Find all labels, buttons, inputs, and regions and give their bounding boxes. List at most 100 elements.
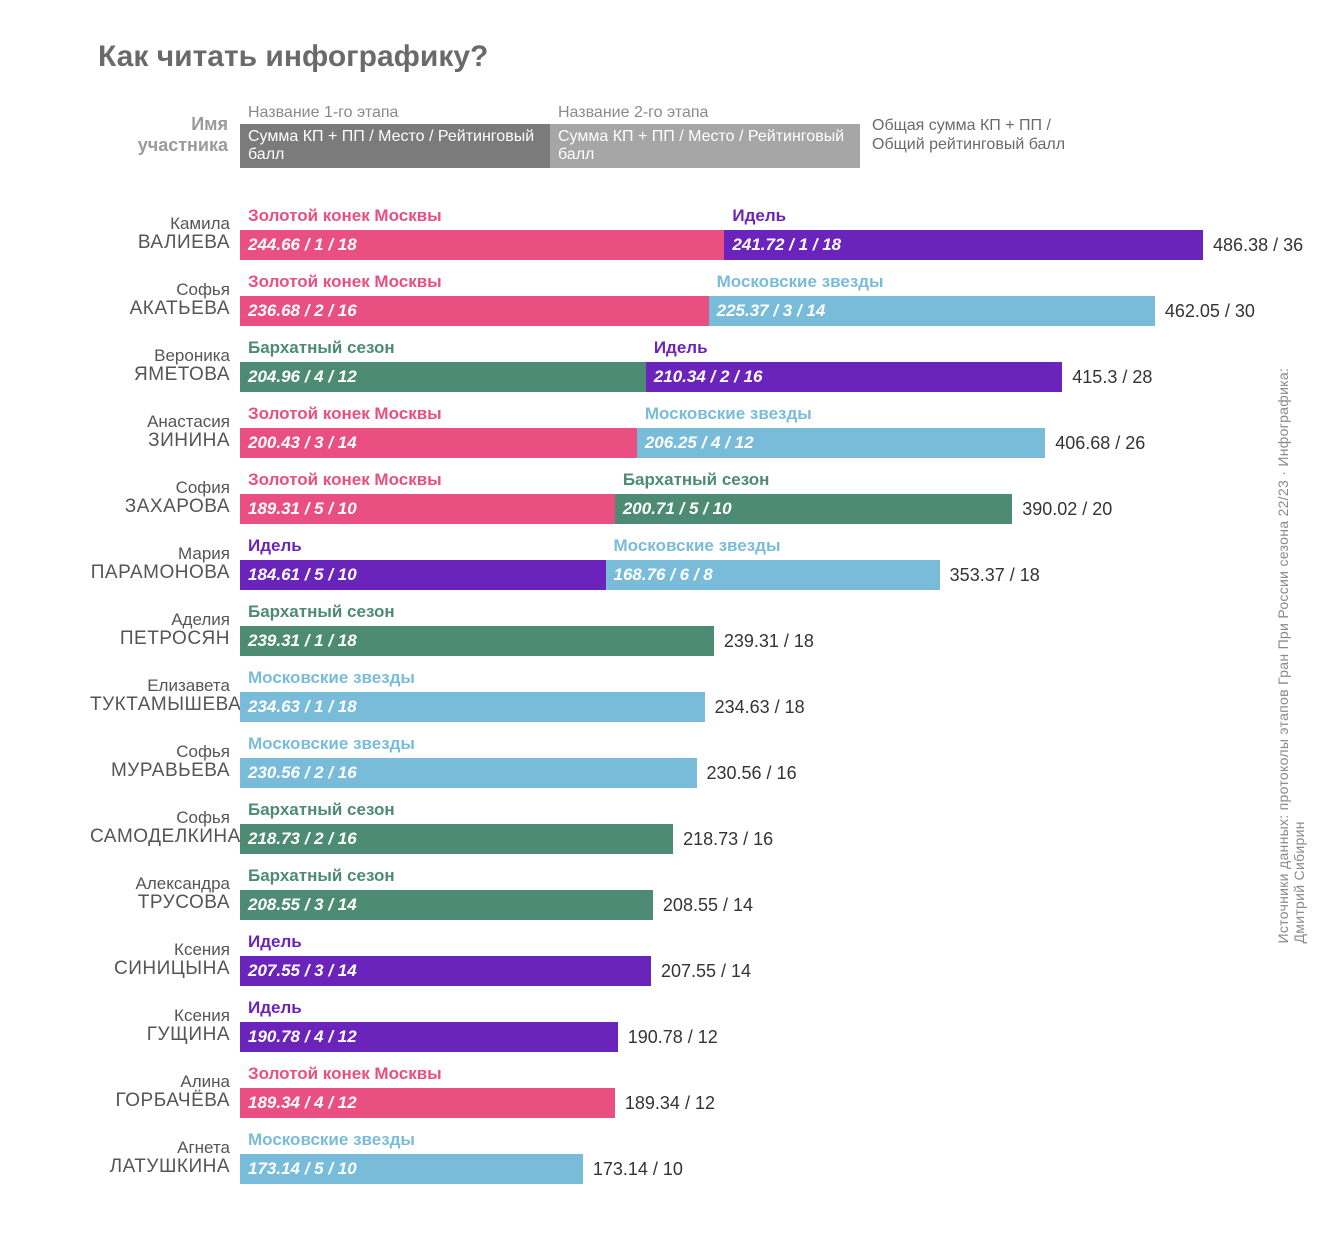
participant-name: КсенияГУЩИНА: [90, 996, 240, 1056]
row-total: 230.56 / 16: [707, 758, 797, 788]
data-row: КсенияГУЩИНА Идель 190.78 / 4 / 12 190.78 /…: [90, 996, 1247, 1056]
bar-segment: Идель184.61 / 5 / 10: [240, 534, 606, 594]
participant-name: СофьяАКАТЬЕВА: [90, 270, 240, 330]
last-name: САМОДЕЛКИНА: [90, 827, 230, 847]
legend-col2-top: Название 2-го этапа: [550, 102, 860, 124]
bar-value: 230.56 / 2 / 16: [240, 758, 697, 788]
bar-track: Золотой конек Москвы189.34 / 4 / 12189.3…: [240, 1062, 1247, 1122]
row-total: 415.3 / 28: [1072, 362, 1152, 392]
bar-track: Золотой конек Москвы244.66 / 1 / 18Идель…: [240, 204, 1247, 264]
bar-segment: Бархатный сезон218.73 / 2 / 16: [240, 798, 673, 858]
legend-name-line2: участника: [90, 135, 228, 156]
bar-segment: Бархатный сезон 208.55 / 3 / 14: [240, 864, 653, 924]
stage-label: Идель: [248, 998, 302, 1018]
bar-value: 204.96 / 4 / 12: [240, 362, 646, 392]
data-row: АнастасияЗИНИНА Золотой конек Москвы 200.4…: [90, 402, 1247, 462]
row-total: 390.02 / 20: [1022, 494, 1112, 524]
first-name: Ксения: [90, 1007, 230, 1025]
bar-value: 200.43 / 3 / 14: [240, 428, 637, 458]
last-name: АКАТЬЕВА: [90, 299, 230, 319]
stage-label: Бархатный сезон: [623, 470, 770, 490]
data-row: КсенияСИНИЦЫНАИдель207.55 / 3 / 14207.55…: [90, 930, 1247, 990]
bar-segment: Идель207.55 / 3 / 14: [240, 930, 651, 990]
first-name: Камила: [90, 215, 230, 233]
stage-label: Бархатный сезон: [248, 602, 395, 622]
data-row: ВероникаЯМЕТОВАБархатный сезон204.96 / 4…: [90, 336, 1247, 396]
bar-track: Московские звезды234.63 / 1 / 18234.63 /…: [240, 666, 1247, 726]
bar-value: 168.76 / 6 / 8: [606, 560, 940, 590]
stage-label: Бархатный сезон: [248, 866, 395, 886]
bar-value: 239.31 / 1 / 18: [240, 626, 714, 656]
last-name: ЯМЕТОВА: [90, 365, 230, 385]
bar-segment: Московские звезды230.56 / 2 / 16: [240, 732, 697, 792]
stage-label: Золотой конек Москвы: [248, 272, 442, 292]
legend-col1-bottom: Сумма КП + ПП / Место / Рейтинговый балл: [240, 124, 550, 168]
participant-name: АлинаГОРБАЧЁВА: [90, 1062, 240, 1122]
bar-value: 189.34 / 4 / 12: [240, 1088, 615, 1118]
stage-label: Идель: [248, 536, 302, 556]
row-total: 406.68 / 26: [1055, 428, 1145, 458]
bar-track: Золотой конек Москвы236.68 / 2 / 16Моско…: [240, 270, 1247, 330]
participant-name: АлександраТРУСОВА: [90, 864, 240, 924]
bar-segment: Московские звезды168.76 / 6 / 8: [606, 534, 940, 594]
participant-name: АделияПЕТРОСЯН: [90, 600, 240, 660]
row-total: 218.73 / 16: [683, 824, 773, 854]
bar-segment: Золотой конек Москвы189.31 / 5 / 10: [240, 468, 615, 528]
bar-track: Золотой конек Москвы200.43 / 3 / 14Моско…: [240, 402, 1247, 462]
bar-value: 207.55 / 3 / 14: [240, 956, 651, 986]
data-row: СофьяМУРАВЬЕВАМосковские звезды230.56 / …: [90, 732, 1247, 792]
bar-track: Бархатный сезон 208.55 / 3 / 14 208.55 / 1…: [240, 864, 1247, 924]
stage-label: Московские звезды: [248, 1130, 415, 1150]
participant-name: ВероникаЯМЕТОВА: [90, 336, 240, 396]
legend-name-label: Имя участника: [90, 102, 240, 168]
row-total: 173.14 / 10: [593, 1154, 683, 1184]
last-name: ПЕТРОСЯН: [90, 629, 230, 649]
bar-track: Бархатный сезон204.96 / 4 / 12Идель210.3…: [240, 336, 1247, 396]
bar-value: 218.73 / 2 / 16: [240, 824, 673, 854]
data-row: АлександраТРУСОВА Бархатный сезон 208.55 /…: [90, 864, 1247, 924]
bar-segment: Золотой конек Москвы 200.43 / 3 / 14: [240, 402, 637, 462]
page-title: Как читать инфографику?: [98, 40, 1247, 74]
row-total: 189.34 / 12: [625, 1088, 715, 1118]
stage-label: Московские звезды: [248, 668, 415, 688]
participant-name: АнастасияЗИНИНА: [90, 402, 240, 462]
data-row: КамилаВАЛИЕВАЗолотой конек Москвы244.66 …: [90, 204, 1247, 264]
legend-col-2: Название 2-го этапа Сумма КП + ПП / Мест…: [550, 102, 860, 168]
bar-segment: Идель241.72 / 1 / 18: [724, 204, 1203, 264]
stage-label: Золотой конек Москвы: [248, 404, 442, 424]
row-total: 486.38 / 36: [1213, 230, 1303, 260]
legend-right: Общая сумма КП + ПП / Общий рейтинговый …: [860, 102, 1065, 168]
row-total: 239.31 / 18: [724, 626, 814, 656]
bar-segment: Московские звезды173.14 / 5 / 10: [240, 1128, 583, 1188]
last-name: ЗИНИНА: [90, 431, 230, 451]
legend-col-1: Название 1-го этапа Сумма КП + ПП / Мест…: [240, 102, 550, 168]
data-row: ЕлизаветаТУКТАМЫШЕВАМосковские звезды234…: [90, 666, 1247, 726]
bar-track: Идель207.55 / 3 / 14207.55 / 14: [240, 930, 1247, 990]
first-name: Софья: [90, 809, 230, 827]
data-row: МарияПАРАМОНОВАИдель184.61 / 5 / 10Моско…: [90, 534, 1247, 594]
participant-name: КсенияСИНИЦЫНА: [90, 930, 240, 990]
participant-name: КамилаВАЛИЕВА: [90, 204, 240, 264]
bar-value: 206.25 / 4 / 12: [637, 428, 1045, 458]
bar-value: 208.55 / 3 / 14: [240, 890, 653, 920]
bar-track: Идель 190.78 / 4 / 12 190.78 / 12: [240, 996, 1247, 1056]
row-total: 462.05 / 30: [1165, 296, 1255, 326]
last-name: ЗАХАРОВА: [90, 497, 230, 517]
stage-label: Московские звезды: [717, 272, 884, 292]
bar-value: 190.78 / 4 / 12: [240, 1022, 618, 1052]
last-name: ТУКТАМЫШЕВА: [90, 695, 230, 715]
bar-segment: Бархатный сезон204.96 / 4 / 12: [240, 336, 646, 396]
first-name: Мария: [90, 545, 230, 563]
data-row: АделияПЕТРОСЯН Бархатный сезон 239.31 / 1 …: [90, 600, 1247, 660]
first-name: София: [90, 479, 230, 497]
infographic-canvas: Как читать инфографику? Имя участника На…: [0, 0, 1337, 1258]
bar-segment: Бархатный сезон200.71 / 5 / 10: [615, 468, 1012, 528]
participant-name: СофьяМУРАВЬЕВА: [90, 732, 240, 792]
stage-label: Идель: [732, 206, 786, 226]
stage-label: Идель: [654, 338, 708, 358]
row-total: 208.55 / 14: [663, 890, 753, 920]
row-total: 190.78 / 12: [628, 1022, 718, 1052]
participant-name: СофияЗАХАРОВА: [90, 468, 240, 528]
last-name: ТРУСОВА: [90, 893, 230, 913]
data-row: СофьяАКАТЬЕВАЗолотой конек Москвы236.68 …: [90, 270, 1247, 330]
